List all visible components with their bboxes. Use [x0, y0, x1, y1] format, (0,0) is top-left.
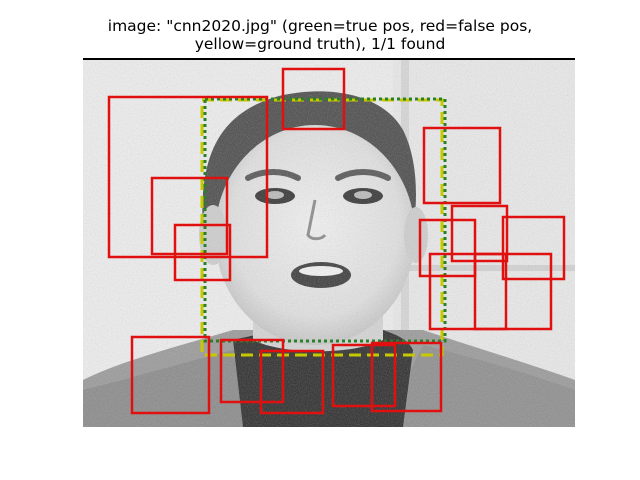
figure-title-line-2: yellow=ground truth), 1/1 found — [194, 35, 446, 53]
face-photo — [83, 60, 575, 427]
axes-top-border — [83, 58, 575, 60]
figure-title-line-1: image: "cnn2020.jpg" (green=true pos, re… — [107, 17, 533, 35]
